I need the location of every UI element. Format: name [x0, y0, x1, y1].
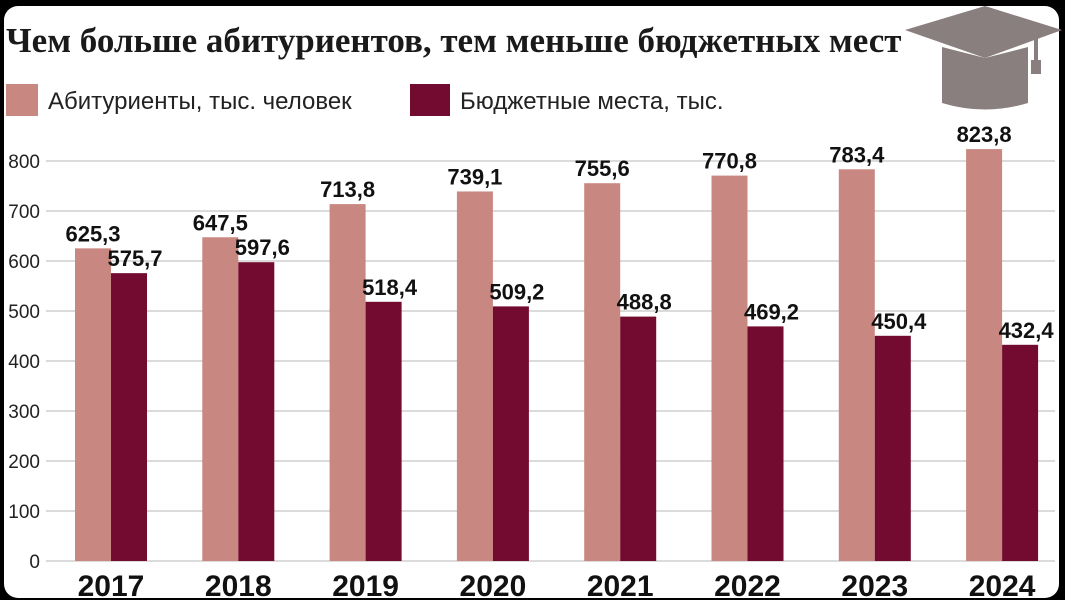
data-label-applicants-2023: 783,4 — [829, 142, 885, 167]
y-axis: 0 100 200 300 400 500 600 700 800 — [8, 152, 40, 573]
bar-budget-2021 — [620, 316, 657, 561]
bar-budget-2019 — [365, 301, 402, 561]
data-label-applicants-2021: 755,6 — [575, 156, 630, 181]
data-label-budget-2021: 488,8 — [617, 290, 672, 315]
bar-applicants-2018 — [202, 237, 239, 561]
legend-label-applicants: Абитуриенты, тыс. человек — [48, 88, 352, 115]
data-label-applicants-2018: 647,5 — [193, 210, 248, 235]
data-label-applicants-2024: 823,8 — [957, 122, 1012, 147]
data-label-budget-2020: 509,2 — [489, 279, 544, 304]
x-category-label: 2021 — [587, 570, 654, 600]
bar-budget-2024 — [1002, 344, 1039, 561]
y-tick-label: 500 — [8, 302, 40, 323]
legend-swatch-budget — [410, 84, 450, 116]
legend-label-budget: Бюджетные места, тыс. — [460, 88, 724, 115]
bar-applicants-2021 — [584, 183, 621, 561]
data-label-budget-2023: 450,4 — [871, 309, 927, 334]
data-label-applicants-2020: 739,1 — [447, 164, 502, 189]
bar-applicants-2019 — [329, 204, 366, 561]
data-label-applicants-2017: 625,3 — [65, 221, 120, 246]
x-category-label: 2023 — [841, 570, 908, 600]
bar-applicants-2020 — [456, 191, 493, 561]
y-tick-label: 200 — [8, 452, 40, 473]
legend-swatch-applicants — [6, 84, 38, 116]
data-label-applicants-2022: 770,8 — [702, 149, 757, 174]
data-label-budget-2024: 432,4 — [999, 318, 1055, 343]
x-category-label: 2024 — [969, 570, 1036, 600]
bar-budget-2017 — [111, 273, 147, 561]
data-label-budget-2019: 518,4 — [362, 275, 418, 300]
bar-budget-2020 — [492, 306, 529, 561]
bar-applicants-2017 — [75, 248, 111, 561]
bar-applicants-2022 — [711, 175, 748, 561]
bar-applicants-2023 — [838, 169, 875, 562]
y-tick-label: 800 — [8, 152, 40, 173]
data-label-budget-2022: 469,2 — [744, 299, 799, 324]
bars — [75, 149, 1039, 562]
chart-title: Чем больше абитуриентов, тем меньше бюдж… — [6, 21, 901, 60]
y-tick-label: 600 — [8, 252, 40, 273]
bar-budget-2022 — [747, 326, 784, 561]
x-category-label: 2017 — [78, 570, 145, 600]
x-category-label: 2020 — [460, 570, 527, 600]
data-label-budget-2017: 575,7 — [107, 246, 162, 271]
bar-applicants-2024 — [966, 149, 1003, 561]
y-tick-label: 700 — [8, 202, 40, 223]
bar-budget-2018 — [238, 262, 275, 561]
y-tick-label: 100 — [8, 502, 40, 523]
data-label-budget-2018: 597,6 — [235, 235, 290, 260]
graduation-cap-icon — [905, 6, 1062, 110]
bar-budget-2023 — [874, 335, 911, 561]
x-category-label: 2018 — [205, 570, 272, 600]
y-tick-label: 0 — [29, 552, 40, 573]
x-category-label: 2022 — [714, 570, 781, 600]
x-axis: 2017 2018 2019 2020 2021 2022 2023 2024 — [78, 570, 1036, 600]
legend: Абитуриенты, тыс. человек Бюджетные мест… — [6, 84, 724, 116]
y-tick-label: 400 — [8, 352, 40, 373]
y-tick-label: 300 — [8, 402, 40, 423]
x-category-label: 2019 — [332, 570, 399, 600]
data-label-applicants-2019: 713,8 — [320, 177, 375, 202]
